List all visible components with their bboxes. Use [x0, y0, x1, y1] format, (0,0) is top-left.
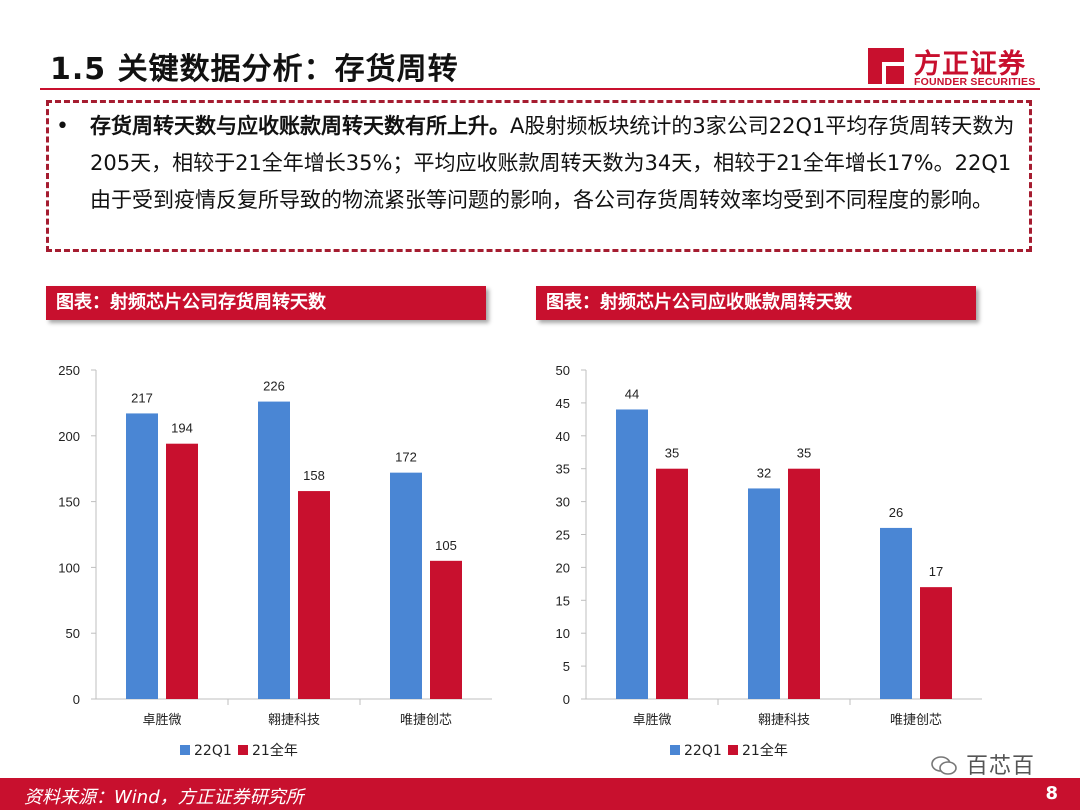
x-category-label: 卓胜微 [632, 713, 671, 728]
chart-title-inventory: 图表：射频芯片公司存货周转天数 [46, 286, 486, 320]
y-tick-label: 0 [563, 692, 570, 707]
watermark-text: 百芯百 [966, 754, 1036, 779]
legend-swatch [238, 745, 248, 755]
legend-label: 21全年 [252, 742, 298, 759]
x-category-label: 唯捷创芯 [400, 713, 452, 728]
y-tick-label: 30 [556, 495, 570, 510]
x-category-label: 翱捷科技 [268, 713, 320, 728]
bar-21full-0 [656, 468, 688, 699]
bar-22q1-2 [880, 527, 912, 699]
receivable-days-chart: 0 5 10 15 20 25 30 35 40 45 50 44 35 卓胜微 32 35 翱捷科技 26 17 唯… [556, 363, 982, 759]
data-label: 26 [889, 505, 903, 520]
footer-bar: 资料来源：Wind，方正证券研究所 8 [0, 778, 1080, 810]
data-label: 217 [131, 390, 153, 405]
page-title: 1.5 关键数据分析：存货周转 [50, 52, 459, 87]
bar-21full-0 [166, 443, 198, 699]
data-label: 17 [929, 564, 943, 579]
legend-swatch [670, 745, 680, 755]
bar-22q1-1 [258, 401, 290, 699]
y-tick-label: 25 [556, 528, 570, 543]
y-tick-label: 5 [563, 659, 570, 674]
y-tick-label: 10 [556, 626, 570, 641]
y-tick-label: 40 [556, 429, 570, 444]
y-tick-label: 45 [556, 396, 570, 411]
wechat-icon [931, 756, 957, 775]
summary-bullet: • [56, 114, 69, 139]
legend-swatch [180, 745, 190, 755]
x-category-label: 卓胜微 [142, 713, 181, 728]
legend-label: 21全年 [742, 742, 788, 759]
page-number: 8 [1045, 783, 1058, 804]
data-label: 172 [395, 450, 417, 465]
title-divider [40, 88, 1040, 90]
data-label: 105 [435, 538, 457, 553]
inventory-days-chart: 0 50 100 150 200 250 217 194 卓胜微 226 158 翱捷科技 172 105… [58, 363, 492, 759]
summary-body: A股射频板块统计的3家公司22Q1平均存货周转天数为205天，相较于21全年增长… [90, 114, 1015, 212]
bar-21full-1 [788, 468, 820, 699]
summary-text: 存货周转天数与应收账款周转天数有所上升。A股射频板块统计的3家公司22Q1平均存… [90, 108, 1015, 219]
bar-21full-2 [430, 560, 462, 699]
y-tick-label: 0 [73, 692, 80, 707]
y-tick-label: 15 [556, 593, 570, 608]
y-tick-label: 35 [556, 462, 570, 477]
bar-22q1-1 [748, 488, 780, 699]
y-tick-label: 250 [58, 363, 80, 378]
y-tick-label: 50 [556, 363, 570, 378]
data-label: 32 [757, 465, 771, 480]
bar-22q1-0 [126, 413, 158, 699]
y-tick-label: 200 [58, 429, 80, 444]
bar-21full-1 [298, 491, 330, 699]
bar-21full-2 [920, 587, 952, 699]
y-tick-label: 20 [556, 560, 570, 575]
bar-22q1-2 [390, 472, 422, 699]
bar-22q1-0 [616, 409, 648, 699]
summary-bold-lead: 存货周转天数与应收账款周转天数有所上升。 [90, 114, 510, 138]
data-label: 35 [797, 446, 811, 461]
founder-logo-icon [868, 48, 904, 84]
founder-securities-logo: 方正证券 FOUNDER SECURITIES [864, 42, 1044, 92]
y-tick-label: 150 [58, 495, 80, 510]
data-label: 226 [263, 379, 285, 394]
logo-name-en: FOUNDER SECURITIES [914, 76, 1036, 88]
data-label: 44 [625, 386, 639, 401]
summary-box [46, 100, 1032, 252]
data-label: 194 [171, 421, 193, 436]
y-tick-label: 50 [66, 626, 80, 641]
data-label: 35 [665, 446, 679, 461]
x-category-label: 翱捷科技 [758, 713, 810, 728]
legend-label: 22Q1 [194, 743, 232, 759]
footer-source: 资料来源：Wind，方正证券研究所 [24, 787, 304, 808]
x-category-label: 唯捷创芯 [890, 713, 942, 728]
logo-name-cn: 方正证券 [914, 49, 1026, 80]
data-label: 158 [303, 468, 325, 483]
y-tick-label: 100 [58, 560, 80, 575]
watermark: 百芯百 [930, 748, 1035, 780]
chart-title-receivables: 图表：射频芯片公司应收账款周转天数 [536, 286, 976, 320]
legend-swatch [728, 745, 738, 755]
legend-label: 22Q1 [684, 743, 722, 759]
